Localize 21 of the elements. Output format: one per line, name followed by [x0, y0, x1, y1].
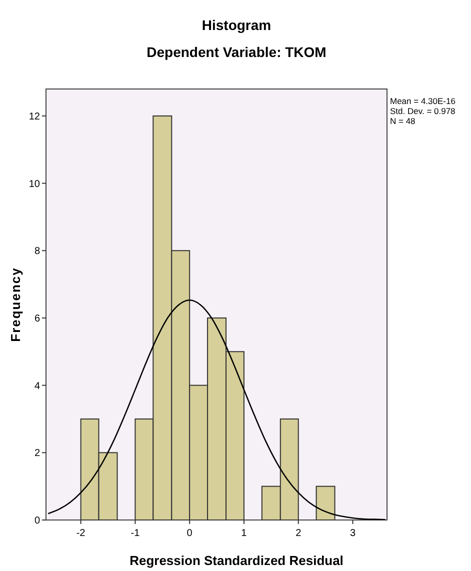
- y-tick-label: 10: [28, 178, 40, 190]
- y-tick-label: 12: [28, 111, 40, 122]
- x-tick-label: 1: [241, 528, 248, 539]
- x-tick-label: -2: [76, 528, 86, 539]
- text: Mean = 4.30E-16: [390, 96, 456, 106]
- x-tick-label: -1: [130, 528, 140, 539]
- chart-subtitle: Dependent Variable: TKOM: [146, 44, 326, 60]
- x-tick-label: 2: [296, 528, 302, 539]
- y-tick-label: 6: [34, 313, 40, 324]
- y-tick-label: 2: [34, 448, 40, 460]
- y-tick-label: 4: [34, 380, 40, 392]
- y-tick-label: 0: [34, 516, 40, 526]
- x-tick-label: 0: [186, 528, 193, 539]
- y-tick-label: 8: [34, 246, 40, 258]
- x-axis-title: Regression Standardized Residual: [130, 553, 344, 568]
- text: Std. Dev. = 0.978: [390, 106, 456, 116]
- x-tick-label: 3: [350, 528, 356, 539]
- y-axis-title: Frequency: [8, 267, 23, 342]
- chart-title: Histogram: [202, 17, 272, 33]
- text: N = 48: [390, 116, 416, 126]
- line-series: [48, 299, 386, 520]
